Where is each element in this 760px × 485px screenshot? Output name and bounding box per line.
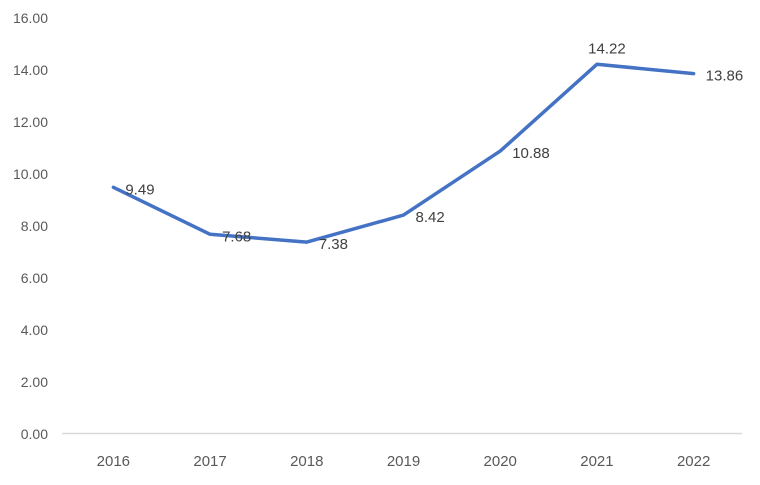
data-label: 10.88 xyxy=(512,145,550,162)
x-axis-label: 2019 xyxy=(387,453,420,470)
x-axis-label: 2018 xyxy=(290,453,323,470)
x-axis-label: 2021 xyxy=(580,453,613,470)
y-tick-label: 0.00 xyxy=(21,426,48,442)
x-axis-label: 2020 xyxy=(484,453,517,470)
y-tick-label: 4.00 xyxy=(21,322,48,338)
data-label: 7.38 xyxy=(319,236,348,253)
y-tick-label: 16.00 xyxy=(13,10,48,26)
data-label: 9.49 xyxy=(125,181,154,198)
data-label: 7.68 xyxy=(222,228,251,245)
y-tick-label: 8.00 xyxy=(21,218,48,234)
y-tick-label: 14.00 xyxy=(13,62,48,78)
series-line xyxy=(111,62,696,244)
y-tick-label: 2.00 xyxy=(21,374,48,390)
x-axis-label: 2022 xyxy=(677,453,710,470)
data-label: 8.42 xyxy=(416,209,445,226)
data-label: 13.86 xyxy=(706,68,744,85)
x-axis-label: 2016 xyxy=(97,453,130,470)
data-label: 14.22 xyxy=(588,40,626,57)
y-tick-label: 12.00 xyxy=(13,114,48,130)
y-tick-label: 6.00 xyxy=(21,270,48,286)
x-axis-label: 2017 xyxy=(193,453,226,470)
y-tick-label: 10.00 xyxy=(13,166,48,182)
